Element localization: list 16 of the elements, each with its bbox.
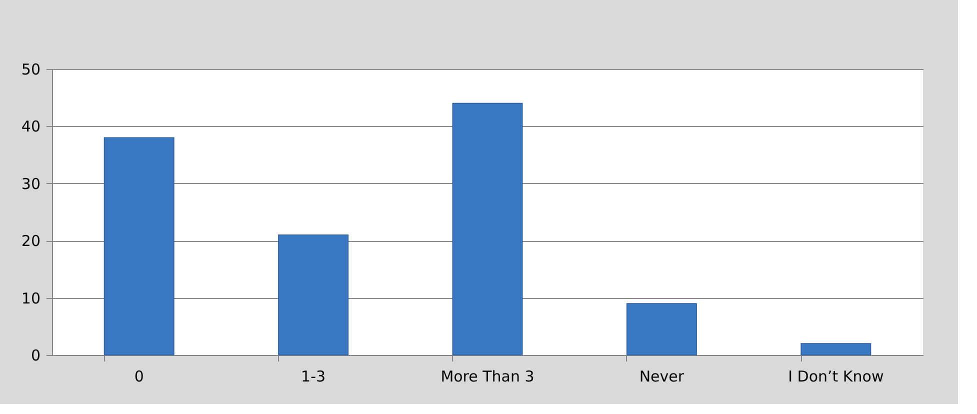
x-tick-label: More Than 3 (440, 368, 534, 386)
bar (800, 343, 872, 356)
y-tick-label: 30 (21, 174, 40, 193)
bar (626, 303, 697, 356)
y-tick-label: 40 (21, 118, 40, 136)
y-tick-label: 20 (21, 232, 40, 250)
y-tick-label: 10 (21, 289, 40, 308)
x-tick-label: 0 (134, 368, 144, 386)
bar (452, 102, 523, 356)
x-tick-label: Never (639, 368, 685, 386)
bar (104, 137, 174, 356)
y-tick-label: 0 (30, 346, 40, 364)
y-tick-label: 50 (21, 60, 40, 78)
x-tick-label: 1-3 (301, 368, 326, 386)
bar (278, 234, 349, 356)
x-tick-label: I Don’t Know (788, 368, 884, 386)
